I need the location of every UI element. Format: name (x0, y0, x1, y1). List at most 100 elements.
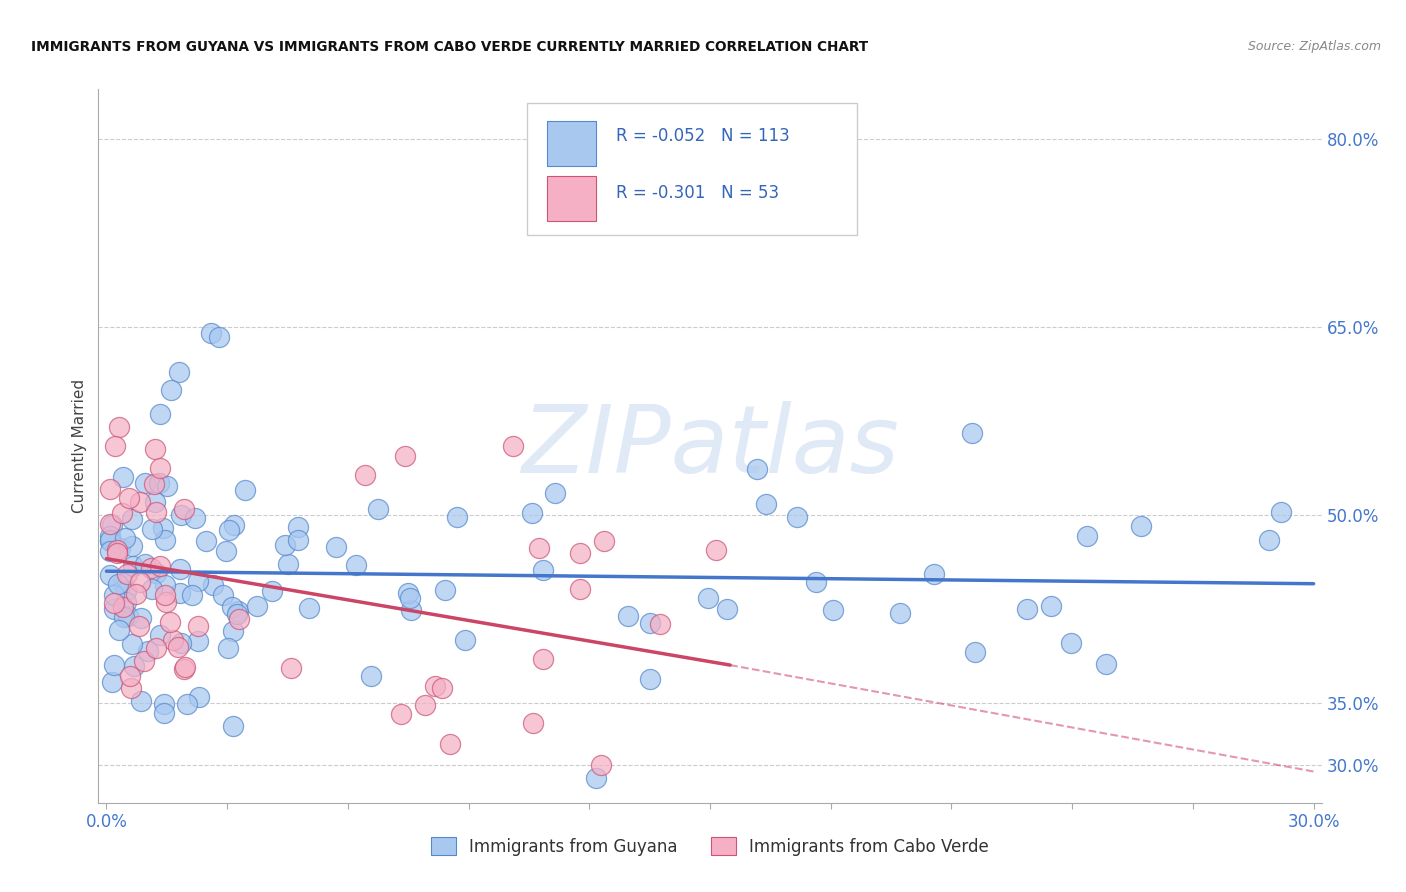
Point (122, 659, 145, 673)
Point (129, 495, 152, 509)
Point (181, 588, 204, 602)
Point (1040, 599, 1063, 613)
Point (111, 506, 134, 520)
Point (747, 462, 769, 476)
Point (287, 533, 309, 547)
Point (325, 540, 347, 554)
Point (112, 470, 135, 484)
Point (134, 557, 156, 571)
Point (100, 529, 122, 543)
Point (145, 505, 167, 519)
Point (413, 698, 436, 713)
Text: R = -0.052   N = 113: R = -0.052 N = 113 (616, 127, 790, 145)
Point (162, 633, 184, 648)
Point (143, 495, 166, 509)
Point (100, 544, 122, 558)
Point (100, 482, 122, 496)
Point (169, 585, 191, 599)
Point (143, 477, 166, 491)
Point (522, 507, 544, 521)
Point (502, 439, 524, 453)
Point (215, 544, 238, 558)
Point (100, 534, 122, 549)
Point (145, 566, 167, 581)
Point (585, 771, 607, 785)
Point (100, 568, 122, 582)
Point (107, 577, 129, 591)
Point (522, 716, 544, 731)
Point (640, 616, 662, 631)
Point (121, 637, 143, 651)
Point (149, 461, 172, 475)
Point (399, 603, 422, 617)
Point (118, 669, 141, 683)
Point (1129, 519, 1152, 533)
Point (153, 578, 176, 592)
Point (226, 607, 249, 621)
Point (134, 475, 156, 490)
Point (149, 559, 172, 574)
Point (149, 407, 172, 421)
Point (100, 517, 122, 532)
Bar (547, 121, 596, 166)
Point (115, 567, 138, 582)
Text: Source: ZipAtlas.com: Source: ZipAtlas.com (1247, 40, 1381, 54)
Point (148, 476, 170, 491)
Point (187, 690, 209, 704)
Point (531, 651, 554, 665)
Point (433, 583, 456, 598)
Point (176, 697, 198, 711)
Point (212, 588, 235, 602)
Point (274, 538, 297, 552)
Point (439, 737, 461, 751)
Point (108, 624, 131, 638)
Point (804, 575, 827, 590)
Point (108, 541, 131, 555)
Point (280, 661, 302, 675)
Point (111, 600, 134, 615)
Point (531, 563, 554, 577)
Point (141, 561, 163, 575)
Point (568, 546, 591, 560)
Point (129, 611, 152, 625)
Point (396, 585, 419, 599)
Point (169, 562, 191, 576)
Point (124, 587, 146, 601)
Point (153, 533, 176, 548)
Point (697, 591, 720, 605)
Point (156, 479, 179, 493)
Point (889, 606, 911, 620)
Point (121, 539, 143, 553)
Point (174, 660, 197, 674)
Point (101, 518, 124, 533)
Point (446, 510, 468, 524)
Point (527, 541, 550, 555)
Point (103, 439, 125, 453)
Point (103, 596, 125, 610)
Point (233, 483, 256, 498)
Point (716, 602, 738, 616)
Point (118, 491, 141, 505)
FancyBboxPatch shape (526, 103, 856, 235)
Point (1257, 533, 1279, 547)
Point (112, 610, 135, 624)
Point (173, 502, 195, 516)
Point (141, 522, 163, 536)
Point (145, 640, 167, 655)
Point (298, 601, 321, 615)
Point (360, 669, 382, 683)
Point (222, 624, 245, 639)
Text: ZIPatlas: ZIPatlas (522, 401, 898, 491)
Point (100, 533, 122, 548)
Point (593, 534, 616, 549)
Point (170, 508, 193, 522)
Point (187, 574, 209, 589)
Point (103, 602, 125, 616)
Point (367, 502, 389, 516)
Y-axis label: Currently Married: Currently Married (72, 379, 87, 513)
Point (221, 599, 243, 614)
Point (344, 558, 367, 573)
Point (117, 608, 139, 623)
Point (136, 644, 159, 658)
Point (398, 591, 420, 605)
